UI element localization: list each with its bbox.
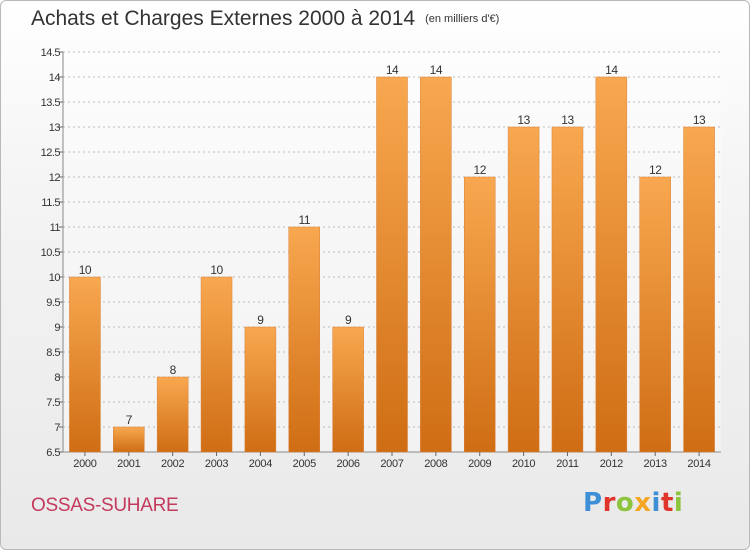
proxiti-logo: Proxiti <box>583 488 683 518</box>
chart-unit: (en milliers d'€) <box>425 13 500 25</box>
x-tick-label: 2011 <box>556 458 579 470</box>
bar <box>595 76 628 453</box>
logo-letter: i <box>673 488 684 518</box>
bar <box>288 226 321 453</box>
data-label: 13 <box>561 113 574 127</box>
logo-letter: o <box>615 488 635 518</box>
bar <box>463 176 496 453</box>
logo-letter: t <box>660 488 674 518</box>
x-tick-label: 2008 <box>424 458 447 470</box>
y-tick-label: 13 <box>49 122 61 134</box>
y-tick-label: 12 <box>49 172 61 184</box>
data-label: 9 <box>257 313 264 327</box>
bar <box>507 126 540 453</box>
bar <box>156 376 189 453</box>
bar <box>200 276 233 453</box>
x-tick-label: 2013 <box>644 458 667 470</box>
y-tick-label: 9.5 <box>46 297 60 309</box>
bar <box>113 426 145 453</box>
logo-letter: r <box>602 488 616 518</box>
x-tick-label: 2012 <box>600 458 623 470</box>
y-tick-label: 9 <box>54 322 60 334</box>
data-label: 12 <box>474 163 487 177</box>
x-tick-label: 2006 <box>336 458 359 470</box>
bar <box>332 326 364 453</box>
logo-letter: i <box>651 488 661 518</box>
x-tick-label: 2014 <box>687 458 710 470</box>
x-tick-label: 2003 <box>205 458 228 470</box>
y-tick-label: 11 <box>50 222 61 234</box>
x-tick-label: 2000 <box>73 458 96 470</box>
y-tick-label: 7 <box>54 422 60 434</box>
data-label: 13 <box>517 113 530 127</box>
x-tick-label: 2001 <box>117 458 140 470</box>
data-label: 7 <box>126 413 133 427</box>
y-tick-label: 11.5 <box>41 197 60 209</box>
data-label: 12 <box>649 163 662 177</box>
bar <box>69 276 101 453</box>
data-label: 11 <box>299 213 311 227</box>
x-tick-label: 2005 <box>293 458 316 470</box>
logo-letter: P <box>583 488 603 518</box>
y-tick-label: 12.5 <box>41 147 61 159</box>
y-tick-label: 10 <box>49 272 61 284</box>
y-tick-label: 14.5 <box>41 47 61 59</box>
x-tick-label: 2002 <box>161 458 184 470</box>
data-label: 14 <box>605 63 618 77</box>
logo-letter: x <box>634 488 652 518</box>
data-label: 14 <box>430 63 443 77</box>
data-label: 10 <box>79 263 92 277</box>
commune-name: OSSAS-SUHARE <box>31 495 179 516</box>
y-tick-label: 7.5 <box>46 397 60 409</box>
y-tick-label: 14 <box>49 72 61 84</box>
y-tick-label: 6.5 <box>46 447 60 459</box>
bar <box>683 126 715 453</box>
bar <box>420 76 452 453</box>
data-label: 10 <box>210 263 223 277</box>
bar <box>639 176 671 453</box>
bar <box>551 126 584 453</box>
y-tick-label: 8 <box>54 372 60 384</box>
data-label: 8 <box>170 363 177 377</box>
bar <box>376 76 408 453</box>
bar <box>244 326 277 453</box>
data-label: 13 <box>693 113 706 127</box>
x-tick-label: 2004 <box>249 458 272 470</box>
x-tick-label: 2009 <box>468 458 491 470</box>
data-label: 14 <box>386 63 399 77</box>
x-tick-label: 2007 <box>380 458 403 470</box>
x-tick-label: 2010 <box>512 458 535 470</box>
chart-title: Achats et Charges Externes 2000 à 2014 <box>31 7 416 30</box>
chart-title-block: Achats et Charges Externes 2000 à 2014 (e… <box>31 7 499 31</box>
y-tick-label: 8.5 <box>46 347 60 359</box>
data-label: 9 <box>345 313 352 327</box>
y-tick-label: 13.5 <box>41 97 61 109</box>
y-tick-label: 10.5 <box>41 247 61 259</box>
